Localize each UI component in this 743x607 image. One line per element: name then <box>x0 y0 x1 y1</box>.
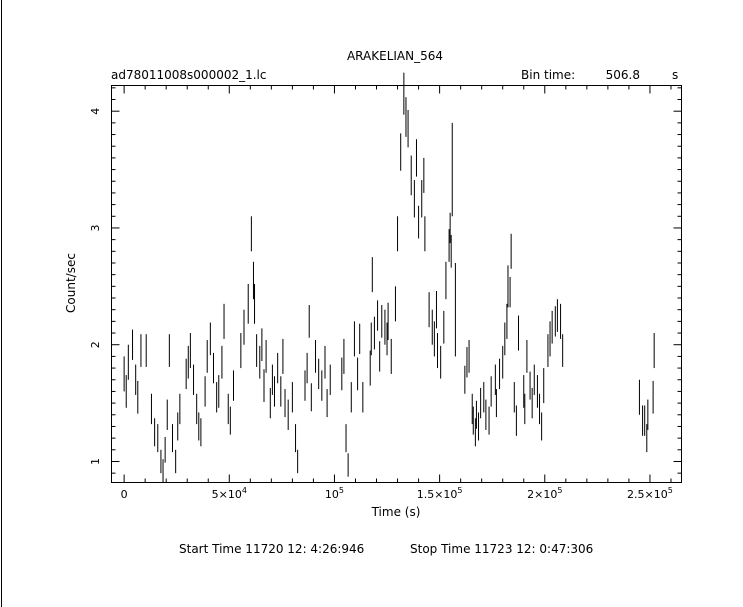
x-tick-label-exponent: 5 <box>668 486 673 495</box>
x-tick-label-exponent: 5 <box>339 486 344 495</box>
stop-time: Stop Time 11723 12: 0:47:306 <box>410 542 593 556</box>
y-axis-ticks: 1 2 3 4 <box>89 87 682 474</box>
x-tick-label: 2×105 <box>527 486 562 501</box>
x-axis-label: Time (s) <box>371 505 421 519</box>
file-name: ad78011008s000002_1.lc <box>111 68 267 82</box>
y-axis-label: Count/sec <box>64 253 78 313</box>
y-tick-label: 2 <box>89 341 102 348</box>
x-tick-label-base: 2.5×10 <box>627 488 668 501</box>
bin-time-value: 506.8 <box>606 68 640 82</box>
x-tick-label: 5×104 <box>212 486 247 501</box>
x-tick-label: 1.5×105 <box>417 486 463 501</box>
bin-time-label: Bin time: <box>521 68 575 82</box>
x-axis-ticks: 0 5×104 105 1.5×105 2×105 2.5×105 <box>121 85 673 501</box>
x-tick-label-exponent: 5 <box>557 486 562 495</box>
x-tick-label-exponent: 4 <box>242 486 247 495</box>
x-tick-label: 0 <box>121 488 128 501</box>
x-tick-label-base: 0 <box>121 488 128 501</box>
y-tick-label: 1 <box>89 458 102 465</box>
x-tick-label-base: 10 <box>325 488 339 501</box>
plot-frame <box>111 85 682 483</box>
data-points <box>123 72 655 483</box>
y-tick-label: 3 <box>89 224 102 231</box>
x-tick-label-base: 5×10 <box>212 488 242 501</box>
chart-title: ARAKELIAN_564 <box>347 49 443 63</box>
x-tick-label-base: 2×10 <box>527 488 557 501</box>
x-tick-label-base: 1.5×10 <box>417 488 458 501</box>
y-tick-label: 4 <box>89 108 102 115</box>
x-tick-label-exponent: 5 <box>457 486 462 495</box>
x-tick-label: 2.5×105 <box>627 486 673 501</box>
bin-time-unit: s <box>672 68 678 82</box>
x-tick-label: 105 <box>325 486 344 501</box>
start-time: Start Time 11720 12: 4:26:946 <box>179 542 364 556</box>
